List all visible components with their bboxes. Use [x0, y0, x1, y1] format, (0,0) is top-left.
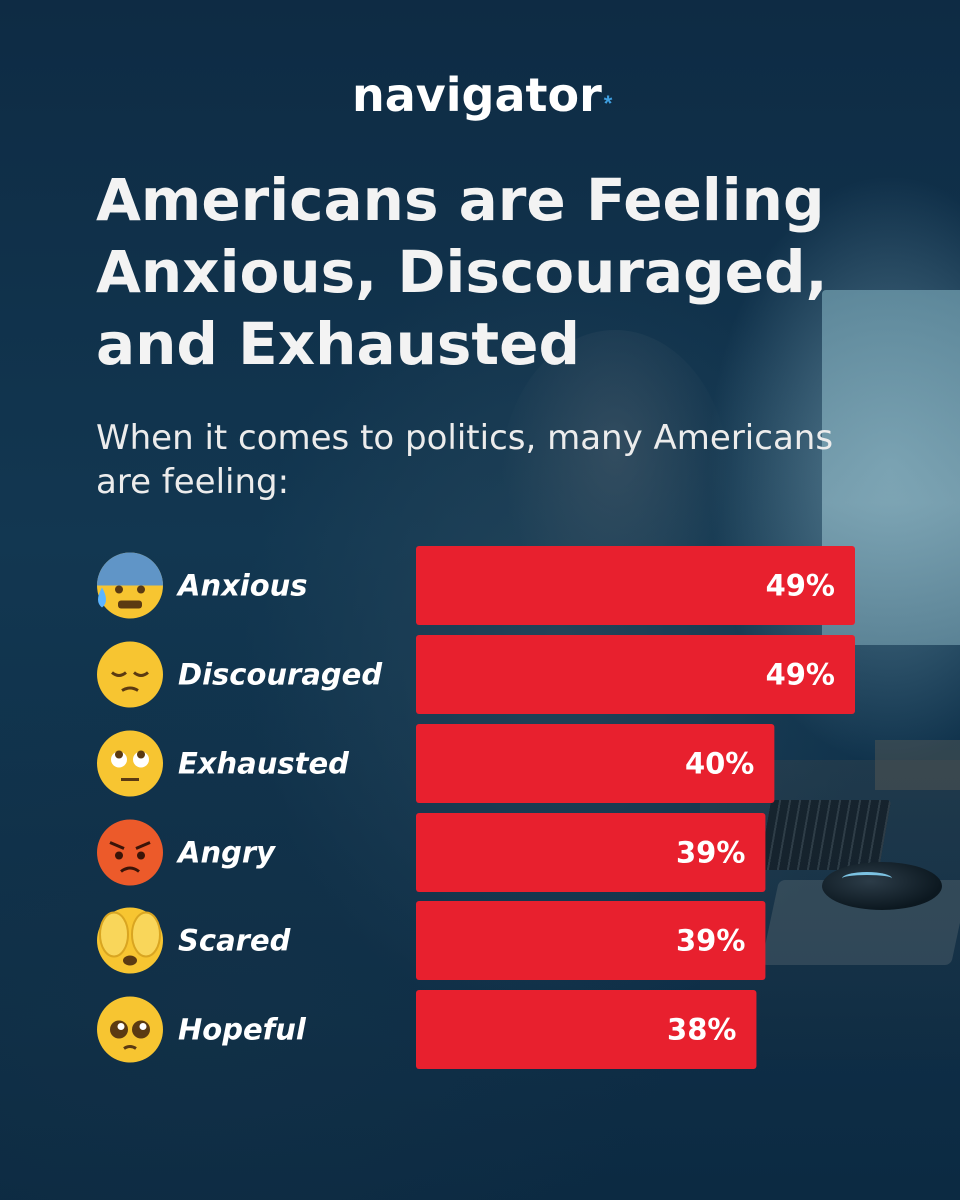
- angry-face-icon: [97, 819, 163, 886]
- emoji-face: [97, 996, 163, 1063]
- category-label-angry: Angry: [176, 836, 276, 870]
- value-label-discouraged: 49%: [766, 658, 835, 692]
- bar-scared: [416, 901, 766, 980]
- value-label-anxious: 49%: [766, 569, 835, 603]
- category-label-discouraged: Discouraged: [178, 658, 382, 692]
- bar-anxious: [416, 546, 855, 625]
- logo-wordmark: navigator: [352, 68, 602, 122]
- chart-title: Americans are Feeling Anxious, Discourag…: [96, 166, 828, 378]
- category-label-exhausted: Exhausted: [178, 747, 349, 781]
- value-label-angry: 39%: [676, 836, 745, 870]
- background-box: [875, 740, 960, 790]
- bar-hopeful: [416, 990, 757, 1069]
- bar-angry: [416, 813, 766, 892]
- category-label-anxious: Anxious: [176, 569, 308, 603]
- pleading-face-icon: [97, 996, 163, 1063]
- category-label-hopeful: Hopeful: [178, 1013, 307, 1047]
- emoji-face: [97, 730, 163, 797]
- background-mouse-glow: [842, 872, 892, 885]
- emoji-face: [97, 641, 163, 708]
- chart-subtitle: When it comes to politics, many American…: [96, 418, 834, 502]
- emoji-face: [97, 819, 163, 886]
- background-mouse: [822, 862, 942, 910]
- navigator-logo: navigator *: [352, 68, 612, 128]
- anxious-sweat-face-icon: [97, 552, 163, 619]
- value-label-exhausted: 40%: [685, 747, 754, 781]
- pensive-face-icon: [97, 641, 163, 708]
- value-label-hopeful: 38%: [667, 1013, 736, 1047]
- hands-over-eyes-face-icon: [97, 907, 163, 974]
- rolling-eyes-face-icon: [97, 730, 163, 797]
- bar-exhausted: [416, 724, 775, 803]
- category-label-scared: Scared: [178, 924, 291, 958]
- value-label-scared: 39%: [676, 924, 745, 958]
- bar-discouraged: [416, 635, 855, 714]
- logo-mark: *: [603, 91, 613, 116]
